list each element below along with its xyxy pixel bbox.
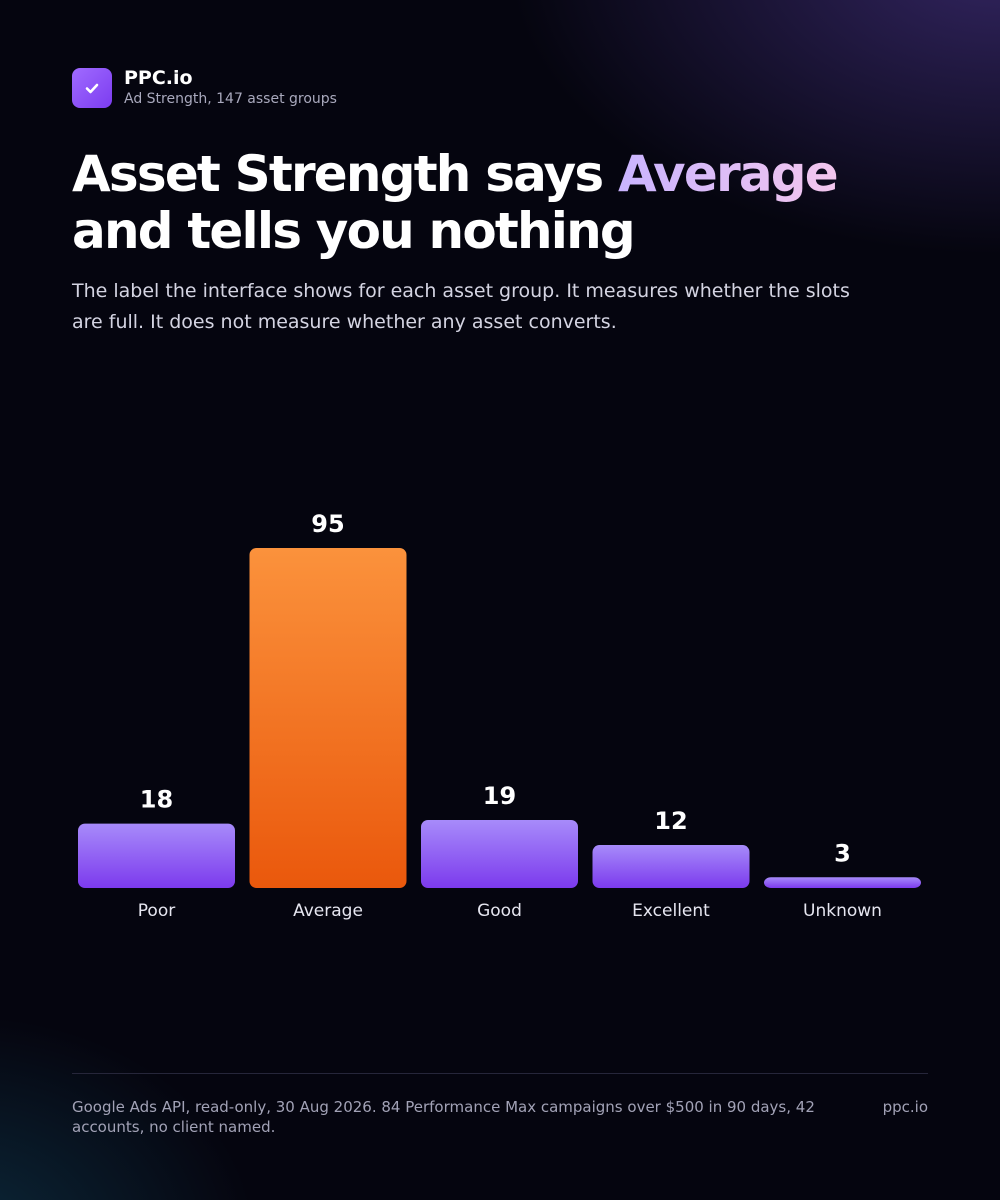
bar-chart: 18 Poor 95 Average 19 Good 12 Excellent 3 Unknown bbox=[78, 510, 921, 921]
title-highlight: Average bbox=[617, 145, 839, 203]
bar-poor bbox=[78, 823, 235, 888]
bar-unknown bbox=[764, 877, 921, 888]
category-label-poor: Poor bbox=[138, 901, 175, 921]
bar-value-poor: 18 bbox=[140, 786, 173, 814]
check-icon bbox=[72, 67, 112, 108]
bar-good bbox=[421, 820, 578, 888]
brand: PPC.io Ad Strength, 147 asset groups bbox=[72, 67, 337, 108]
bar-value-excellent: 12 bbox=[654, 807, 687, 835]
brand-subtitle: Ad Strength, 147 asset groups bbox=[124, 91, 337, 107]
title-tail: and tells you nothing bbox=[72, 202, 636, 260]
bar-average bbox=[249, 548, 407, 888]
footer-divider bbox=[72, 1073, 928, 1074]
bar-value-unknown: 3 bbox=[834, 839, 851, 867]
category-label-excellent: Excellent bbox=[632, 901, 710, 921]
bar-value-good: 19 bbox=[483, 782, 516, 810]
category-label-unknown: Unknown bbox=[803, 901, 882, 921]
title-lead: Asset Strength says bbox=[72, 145, 618, 203]
brand-name: PPC.io bbox=[124, 67, 193, 89]
page-title: Asset Strength says Average and tells yo… bbox=[72, 146, 952, 260]
category-label-good: Good bbox=[477, 901, 522, 921]
category-label-average: Average bbox=[293, 901, 363, 921]
bar-value-average: 95 bbox=[311, 510, 344, 538]
page-subtitle: The label the interface shows for each a… bbox=[72, 280, 850, 333]
bar-excellent bbox=[592, 845, 750, 888]
footer-site-link[interactable]: ppc.io bbox=[882, 1098, 928, 1116]
source-note: Google Ads API, read-only, 30 Aug 2026. … bbox=[72, 1098, 815, 1136]
